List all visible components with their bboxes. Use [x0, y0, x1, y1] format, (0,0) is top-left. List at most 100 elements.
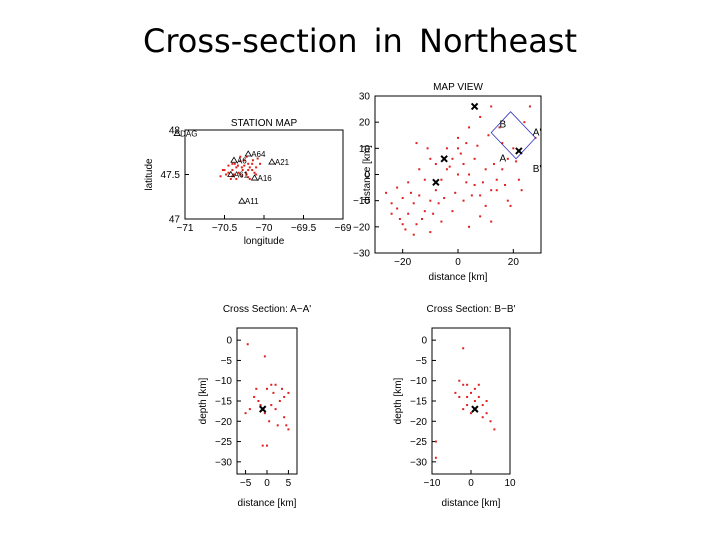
map-event-point [390, 212, 393, 215]
map-event-point [498, 126, 501, 129]
station-label: A61 [234, 171, 249, 180]
station-label: A16 [258, 174, 273, 183]
map-event-point [462, 163, 465, 166]
map-event-point [495, 178, 498, 181]
sectionA-event-point [270, 404, 273, 407]
map-event-point [448, 165, 451, 168]
sectionB-event-point [462, 347, 465, 350]
map-event-point [429, 157, 432, 160]
station-label: DAG [180, 130, 197, 139]
map-ytick-label: 10 [359, 144, 371, 155]
station-event-point [233, 162, 236, 165]
sectionB-ytick-label: −10 [410, 376, 427, 387]
map-event-point [445, 147, 448, 150]
map-event-point [473, 157, 476, 160]
station-event-point [223, 169, 226, 172]
station-event-point [221, 169, 224, 172]
map-event-point [396, 207, 399, 210]
map-event-point [432, 212, 435, 215]
station-triangle-icon [250, 174, 259, 181]
sectionA-ylabel: depth [km] [198, 377, 209, 424]
sectionB-event-point [470, 391, 472, 394]
map-event-point [398, 217, 401, 220]
map-event-point [468, 225, 471, 228]
sectionB-event-point [458, 395, 461, 398]
station-event-point [253, 171, 256, 174]
map-event-point [506, 157, 509, 160]
sectionA-event-point [266, 444, 268, 447]
sectionB-event-point [477, 395, 480, 398]
station-event-point [239, 155, 242, 158]
sectionA-event-point [253, 395, 256, 398]
map-mainshock-marker [470, 102, 479, 111]
station-event-point [229, 177, 232, 180]
map-event-point [401, 197, 404, 200]
map-mainshock-marker [432, 178, 440, 187]
sectionA-event-point [270, 383, 273, 386]
map-event-point [445, 168, 448, 171]
map-event-point [517, 178, 520, 181]
map-event-point [412, 233, 415, 236]
sectionB-event-point [466, 383, 469, 386]
map-event-point [501, 168, 504, 171]
map-event-point [459, 152, 462, 155]
sectionA-event-point [276, 424, 279, 427]
map-event-point [415, 142, 418, 145]
map-event-point [506, 199, 509, 202]
map-event-point [512, 147, 515, 150]
sectionB-event-point [493, 428, 496, 431]
map-event-point [423, 210, 426, 213]
sectionB-ytick-label: −5 [416, 356, 428, 367]
map-event-point [501, 142, 504, 145]
map-event-point [440, 220, 443, 223]
sectionB-event-point [466, 395, 469, 398]
map-event-point [415, 223, 418, 226]
sectionB-event-point [470, 412, 472, 415]
map-event-point [404, 228, 407, 231]
sectionA-event-point [257, 400, 260, 402]
station-event-point [255, 173, 258, 176]
sectionA-ytick-label: −5 [221, 356, 233, 367]
map-event-point [429, 199, 432, 202]
station-ylabel: latitude [144, 158, 155, 191]
map-event-point [479, 115, 482, 118]
station-event-point [244, 171, 247, 174]
map-event-point [520, 189, 523, 192]
map-event-point [465, 181, 468, 184]
station-event-point [236, 164, 239, 167]
station-event-point [239, 160, 242, 163]
sectionA-ytick-label: −20 [215, 417, 232, 428]
station-xtick-label: −69 [335, 223, 352, 234]
map-ytick-label: −30 [353, 249, 370, 260]
station-event-point [243, 164, 246, 167]
sectionB-event-point [477, 383, 480, 386]
station-event-point [255, 166, 258, 169]
map-event-point [440, 178, 443, 181]
map-event-point [473, 183, 476, 186]
sectionA-ytick-label: −25 [215, 437, 232, 448]
sectionA-title: Cross Section: A−A' [223, 304, 311, 315]
station-xlabel: longitude [244, 236, 285, 247]
sectionA-axes-frame [236, 327, 298, 475]
station-triangle-icon [227, 170, 235, 177]
station-event-point [248, 177, 251, 180]
station-event-point [247, 169, 250, 172]
sectionA-ytick-label: −30 [215, 457, 232, 468]
sectionB-ylabel: depth [km] [393, 377, 404, 424]
map-event-point [528, 105, 531, 108]
station-event-point [227, 171, 230, 174]
station-ytick-label: 48 [169, 126, 181, 137]
station-event-point [231, 162, 234, 165]
station-event-point [235, 177, 238, 180]
map-event-point [504, 183, 507, 186]
map-title: MAP VIEW [433, 82, 483, 93]
sectionB-event-point [489, 420, 492, 423]
map-xtick-label: −20 [394, 257, 411, 268]
sectionA-event-point [263, 412, 266, 415]
map-section-label: A' [533, 127, 542, 138]
sectionB-event-point [434, 456, 437, 459]
sectionA-ytick-label: −10 [215, 376, 232, 387]
map-event-point [490, 220, 493, 223]
sectionB-event-point [454, 391, 457, 394]
